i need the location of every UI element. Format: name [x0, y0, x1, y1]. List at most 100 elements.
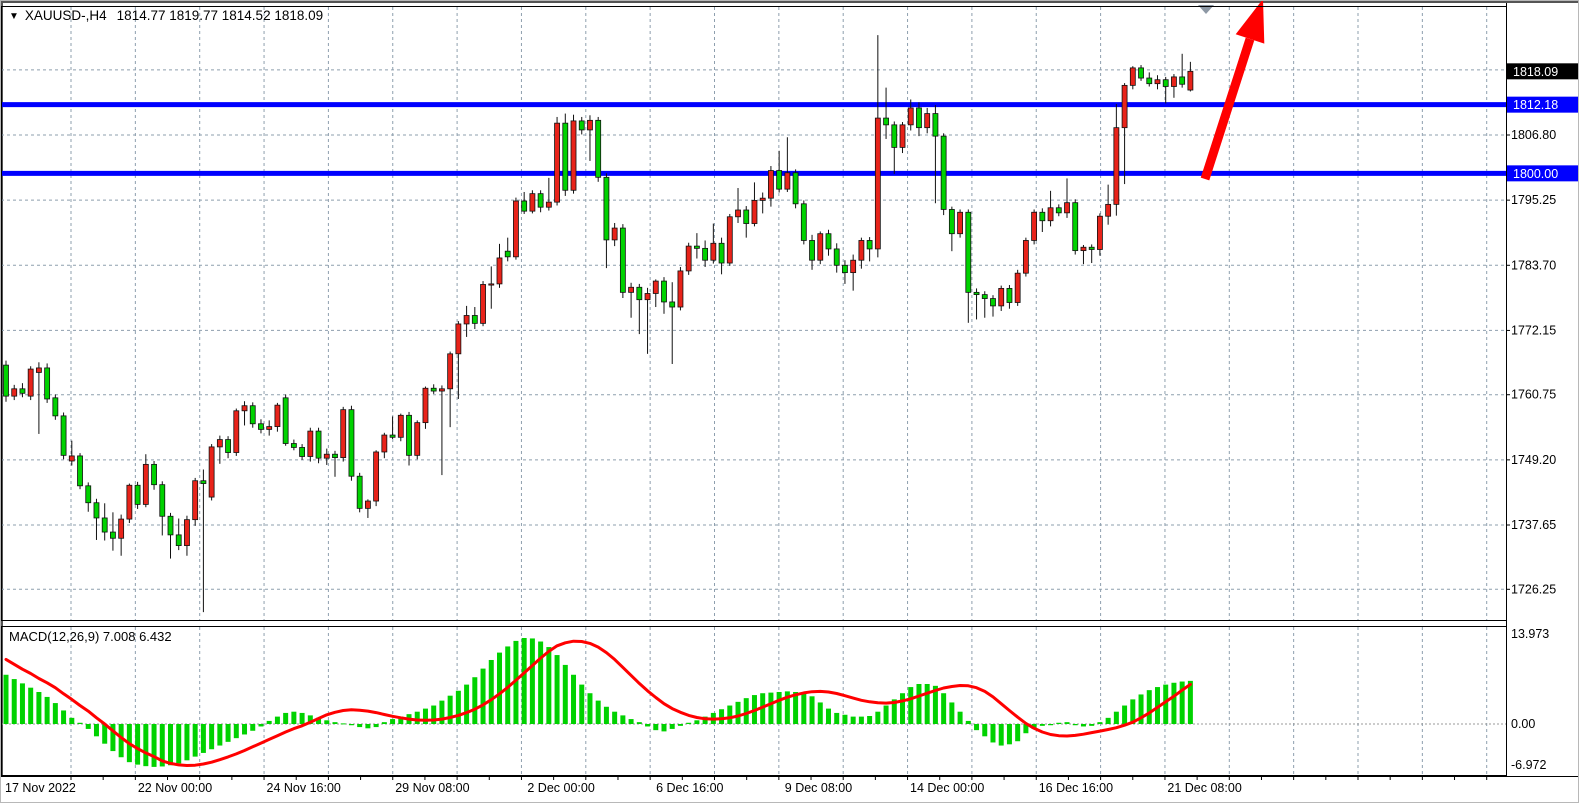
candle-body: [1047, 207, 1054, 222]
candle-body: [587, 119, 593, 131]
candle-body: [554, 122, 560, 203]
candle-body: [455, 323, 462, 355]
macd-bar: [686, 722, 692, 724]
axis-label: 24 Nov 16:00: [267, 781, 341, 795]
symbol-period-label: XAUUSD-,H4: [24, 8, 107, 23]
candle-body: [3, 364, 9, 397]
macd-bar: [250, 724, 256, 731]
candle-body: [545, 201, 552, 208]
candle-body: [381, 434, 388, 453]
macd-bar: [340, 723, 346, 725]
trend-arrow[interactable]: [1200, 1, 1265, 181]
macd-bar: [118, 724, 124, 758]
macd-bar: [488, 659, 494, 724]
macd-bar: [283, 712, 289, 724]
macd-bar: [842, 714, 848, 724]
candle-body: [693, 245, 700, 249]
candle-body: [1055, 207, 1062, 214]
trend-arrow-shaft: [1200, 37, 1255, 181]
axis-label: 1749.20: [1511, 453, 1556, 467]
macd-bar: [266, 720, 272, 724]
macd-bar: [1015, 724, 1021, 742]
macd-bar: [529, 638, 535, 724]
macd-bar: [299, 712, 305, 724]
macd-bar: [636, 722, 642, 724]
macd-bar: [159, 724, 165, 767]
candle-body: [208, 446, 215, 498]
macd-bar: [233, 724, 239, 739]
candle-body: [768, 170, 774, 199]
candle-body: [68, 455, 75, 462]
axis-label: 1800.00: [1513, 167, 1558, 181]
candle-body: [981, 294, 988, 299]
candle-body: [874, 117, 881, 250]
macd-bar: [1122, 705, 1128, 724]
macd-bar: [1154, 687, 1160, 724]
chart-shift-marker-icon[interactable]: [1198, 5, 1214, 14]
candle-body: [439, 388, 445, 392]
candle-body: [167, 515, 174, 536]
candle-body: [990, 298, 996, 307]
macd-bar: [1089, 724, 1095, 726]
macd-bar: [941, 693, 947, 724]
macd-bar: [3, 674, 9, 724]
macd-bar: [365, 724, 371, 729]
macd-histogram: [3, 637, 1193, 767]
macd-bar: [176, 724, 182, 764]
candle-body: [924, 113, 931, 129]
candle-body: [200, 480, 207, 484]
axis-label: 1806.80: [1511, 128, 1556, 142]
candle-body: [578, 120, 585, 131]
candle-body: [743, 209, 750, 224]
candle-body: [389, 434, 396, 438]
candle-body: [1113, 127, 1120, 205]
macd-bar: [1048, 724, 1054, 726]
macd-bar: [110, 724, 116, 752]
candle-body: [1154, 79, 1161, 85]
macd-bar: [513, 640, 519, 724]
candle-body: [998, 288, 1005, 307]
macd-bar: [817, 702, 823, 724]
candle-body: [364, 500, 371, 509]
macd-bar: [1080, 724, 1086, 727]
candle-body: [850, 259, 857, 274]
candle-body: [513, 200, 519, 258]
candle-body: [274, 404, 281, 427]
candle-body: [27, 368, 34, 397]
axis-label: 21 Dec 08:00: [1167, 781, 1241, 795]
macd-bar: [858, 716, 864, 724]
symbol-dropdown-icon[interactable]: ▼: [9, 11, 19, 22]
macd-bar: [422, 708, 428, 724]
macd-bar: [77, 722, 83, 724]
macd-bar: [661, 724, 667, 732]
candle-body: [842, 264, 848, 274]
macd-bar: [496, 652, 502, 724]
candle-body: [1146, 77, 1153, 85]
price-tag: [1507, 165, 1578, 182]
macd-bar: [784, 691, 790, 724]
candle-body: [636, 286, 643, 301]
macd-bar: [1072, 724, 1078, 726]
candle-body: [858, 240, 865, 261]
candle-body: [710, 242, 717, 261]
candle-body: [118, 518, 125, 539]
candle-body: [817, 233, 824, 261]
macd-bar: [595, 700, 601, 724]
macd-bar: [538, 641, 544, 724]
price-axis: 1806.80 1795.25 1783.70 1772.15 1760.75 1749.…: [1, 3, 1578, 777]
candle-body: [899, 124, 906, 148]
macd-bar: [809, 696, 815, 724]
candle-body: [282, 397, 289, 444]
axis-label: 1737.65: [1511, 518, 1556, 532]
candle-body: [537, 193, 544, 208]
macd-bar: [1163, 684, 1169, 724]
macd-bar: [677, 724, 683, 726]
candle-body: [825, 233, 832, 250]
candle-body: [192, 480, 199, 521]
macd-bar: [258, 724, 264, 727]
axis-label: 1818.09: [1513, 65, 1558, 79]
macd-bar: [439, 700, 445, 724]
macd-bar: [217, 724, 223, 746]
candle-body: [52, 397, 59, 417]
